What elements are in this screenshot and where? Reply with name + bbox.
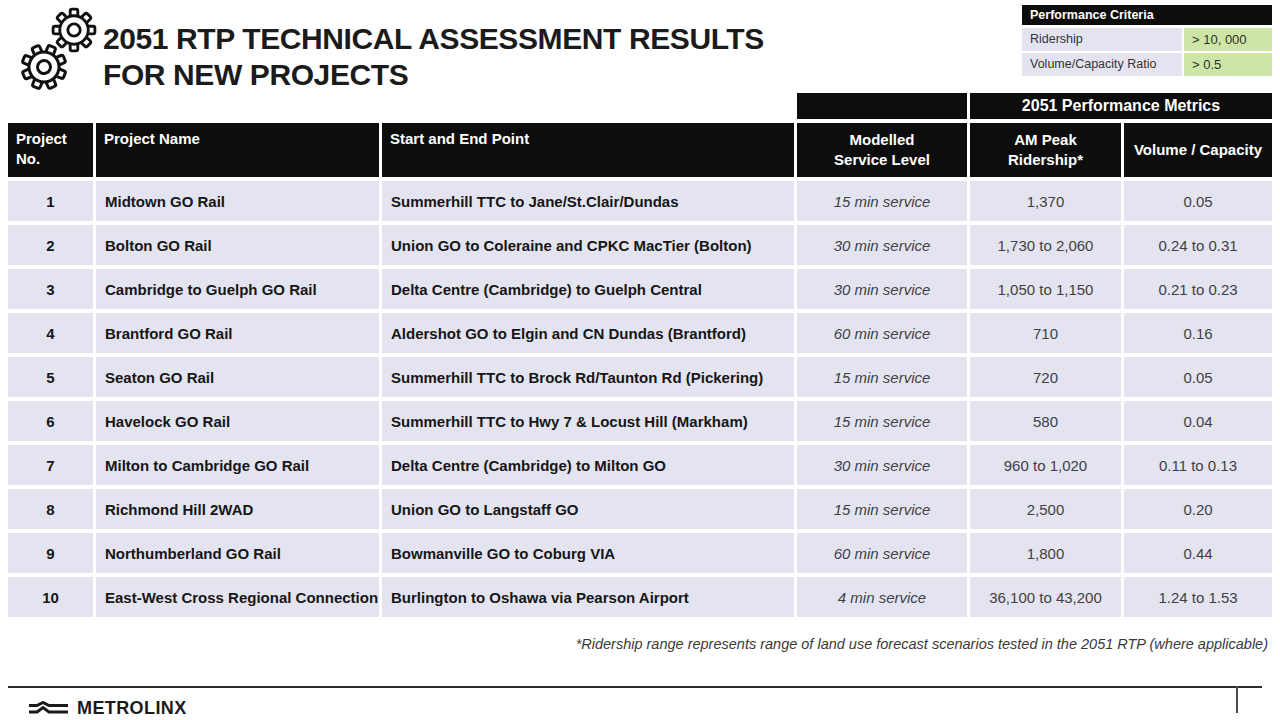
start-end-cell: Bowmanville GO to Coburg VIA: [382, 533, 794, 573]
ridership-cell: 1,730 to 2,060: [970, 225, 1121, 265]
project-no-cell: 8: [8, 489, 93, 529]
service-level-cell: 60 min service: [797, 533, 967, 573]
project-name-cell: Milton to Cambridge GO Rail: [96, 445, 379, 485]
project-no-cell: 9: [8, 533, 93, 573]
gears-icon: [18, 4, 102, 96]
col-header-service-level: Modelled Service Level: [797, 123, 967, 177]
start-end-cell: Summerhill TTC to Brock Rd/Taunton Rd (P…: [382, 357, 794, 397]
project-name-cell: Bolton GO Rail: [96, 225, 379, 265]
service-level-cell: 15 min service: [797, 489, 967, 529]
project-name-cell: Northumberland GO Rail: [96, 533, 379, 573]
project-name-cell: Havelock GO Rail: [96, 401, 379, 441]
ridership-cell: 1,370: [970, 181, 1121, 221]
project-no-cell: 2: [8, 225, 93, 265]
project-name-cell: Cambridge to Guelph GO Rail: [96, 269, 379, 309]
project-no-cell: 1: [8, 181, 93, 221]
slide: { "header": { "title": "2051 RTP TECHNIC…: [0, 0, 1280, 720]
project-name-cell: East-West Cross Regional Connection: [96, 577, 379, 617]
col-header-ridership: AM Peak Ridership*: [970, 123, 1121, 177]
brand-wordmark: METROLINX: [77, 698, 187, 719]
performance-criteria-title: Performance Criteria: [1022, 5, 1272, 25]
start-end-cell: Union GO to Coleraine and CPKC MacTier (…: [382, 225, 794, 265]
volume-capacity-cell: 0.16: [1124, 313, 1272, 353]
start-end-cell: Delta Centre (Cambridge) to Milton GO: [382, 445, 794, 485]
service-level-cell: 15 min service: [797, 401, 967, 441]
ridership-cell: 36,100 to 43,200: [970, 577, 1121, 617]
volume-capacity-cell: 1.24 to 1.53: [1124, 577, 1272, 617]
criteria-row-volume-capacity: Volume/Capacity Ratio > 0.5: [1022, 53, 1272, 76]
volume-capacity-cell: 0.05: [1124, 357, 1272, 397]
band-empty-cell: [797, 93, 967, 119]
volume-capacity-cell: 0.24 to 0.31: [1124, 225, 1272, 265]
criteria-value: > 0.5: [1184, 53, 1272, 76]
project-no-cell: 4: [8, 313, 93, 353]
service-level-cell: 30 min service: [797, 225, 967, 265]
assessment-table: 2051 Performance Metrics Project No. Pro…: [8, 93, 1272, 617]
criteria-row-ridership: Ridership > 10, 000: [1022, 28, 1272, 51]
col-header-project-no: Project No.: [8, 123, 93, 177]
band-spacer: [8, 93, 794, 119]
ridership-cell: 1,050 to 1,150: [970, 269, 1121, 309]
volume-capacity-cell: 0.20: [1124, 489, 1272, 529]
ridership-cell: 2,500: [970, 489, 1121, 529]
project-name-cell: Midtown GO Rail: [96, 181, 379, 221]
start-end-cell: Summerhill TTC to Jane/St.Clair/Dundas: [382, 181, 794, 221]
ridership-cell: 720: [970, 357, 1121, 397]
volume-capacity-cell: 0.44: [1124, 533, 1272, 573]
col-header-project-name: Project Name: [96, 123, 379, 177]
project-no-cell: 7: [8, 445, 93, 485]
start-end-cell: Delta Centre (Cambridge) to Guelph Centr…: [382, 269, 794, 309]
project-name-cell: Richmond Hill 2WAD: [96, 489, 379, 529]
performance-criteria-box: Performance Criteria Ridership > 10, 000…: [1022, 5, 1272, 78]
performance-metrics-band: 2051 Performance Metrics: [970, 93, 1272, 119]
start-end-cell: Union GO to Langstaff GO: [382, 489, 794, 529]
ridership-cell: 960 to 1,020: [970, 445, 1121, 485]
ridership-cell: 580: [970, 401, 1121, 441]
volume-capacity-cell: 0.05: [1124, 181, 1272, 221]
metrolinx-brand: METROLINX: [28, 698, 187, 719]
service-level-cell: 15 min service: [797, 181, 967, 221]
volume-capacity-cell: 0.11 to 0.13: [1124, 445, 1272, 485]
project-name-cell: Seaton GO Rail: [96, 357, 379, 397]
metrolinx-logo-icon: [28, 701, 70, 717]
footer-divider: [8, 686, 1262, 688]
ridership-cell: 1,800: [970, 533, 1121, 573]
service-level-cell: 30 min service: [797, 445, 967, 485]
project-no-cell: 3: [8, 269, 93, 309]
start-end-cell: Aldershot GO to Elgin and CN Dundas (Bra…: [382, 313, 794, 353]
volume-capacity-cell: 0.21 to 0.23: [1124, 269, 1272, 309]
service-level-cell: 15 min service: [797, 357, 967, 397]
service-level-cell: 60 min service: [797, 313, 967, 353]
page-title: 2051 RTP TECHNICAL ASSESSMENT RESULTS FO…: [103, 21, 764, 93]
criteria-label: Ridership: [1022, 28, 1182, 51]
project-no-cell: 5: [8, 357, 93, 397]
footnote: *Ridership range represents range of lan…: [576, 636, 1268, 652]
service-level-cell: 30 min service: [797, 269, 967, 309]
project-name-cell: Brantford GO Rail: [96, 313, 379, 353]
project-no-cell: 6: [8, 401, 93, 441]
start-end-cell: Burlington to Oshawa via Pearson Airport: [382, 577, 794, 617]
criteria-label: Volume/Capacity Ratio: [1022, 53, 1182, 76]
col-header-volume-capacity: Volume / Capacity: [1124, 123, 1272, 177]
service-level-cell: 4 min service: [797, 577, 967, 617]
volume-capacity-cell: 0.04: [1124, 401, 1272, 441]
col-header-start-end: Start and End Point: [382, 123, 794, 177]
footer-tick: [1236, 686, 1238, 713]
ridership-cell: 710: [970, 313, 1121, 353]
start-end-cell: Summerhill TTC to Hwy 7 & Locust Hill (M…: [382, 401, 794, 441]
project-no-cell: 10: [8, 577, 93, 617]
criteria-value: > 10, 000: [1184, 28, 1272, 51]
